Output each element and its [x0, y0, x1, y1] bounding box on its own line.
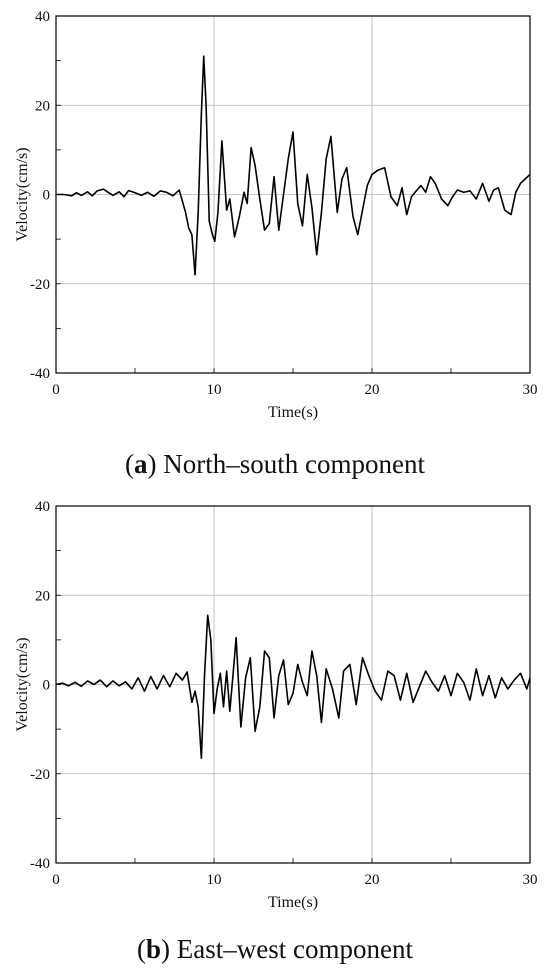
x-tick-label: 20: [365, 872, 380, 888]
x-tick-label: 10: [207, 382, 222, 398]
y-tick-label: -20: [30, 277, 50, 293]
y-tick-label: 0: [43, 678, 51, 694]
y-tick-labels: -40 -20 0 20 40: [30, 499, 50, 872]
panel-caption-text: East–west component: [177, 934, 414, 964]
x-axis-label: Time(s): [268, 404, 318, 421]
y-tick-label: -40: [30, 856, 50, 872]
plot-frame: [55, 15, 531, 374]
panel-letter: a: [134, 449, 148, 479]
y-tick-label: 40: [35, 499, 50, 515]
panel-letter: b: [146, 934, 161, 964]
panel-north-south: -40 -20 0 20 40 0 10 20 30 Velocity(cm/s) Time(…: [14, 9, 538, 479]
x-tick-labels: 0 10 20 30: [52, 872, 537, 888]
velocity-trace-east-west: [55, 614, 531, 759]
plot-frame: [55, 505, 531, 864]
x-tick-label: 0: [52, 382, 60, 398]
y-tick-label: 20: [35, 98, 50, 114]
grid-lines: [56, 506, 530, 863]
y-axis-label: Velocity(cm/s): [14, 147, 31, 241]
x-tick-label: 10: [207, 872, 222, 888]
x-tick-label: 30: [523, 872, 538, 888]
panel-caption: (a) North–south component: [125, 449, 425, 479]
velocity-trace-north-south: [56, 55, 531, 276]
panel-caption-text: North–south component: [163, 449, 425, 479]
x-tick-label: 30: [523, 382, 538, 398]
y-tick-label: -20: [30, 767, 50, 783]
panel-east-west: -40 -20 0 20 40 0 10 20 30 Velocity(cm/s) Time(…: [14, 499, 538, 964]
x-tick-label: 20: [365, 382, 380, 398]
x-axis-label: Time(s): [268, 894, 318, 911]
panel-caption: (b) East–west component: [137, 934, 413, 964]
grid-lines: [56, 16, 530, 373]
y-axis-label: Velocity(cm/s): [14, 637, 31, 731]
y-tick-label: 40: [35, 9, 50, 25]
y-tick-labels: -40 -20 0 20 40: [30, 9, 50, 382]
y-tick-label: -40: [30, 366, 50, 382]
y-tick-label: 0: [43, 188, 51, 204]
y-tick-label: 20: [35, 588, 50, 604]
x-tick-label: 0: [52, 872, 60, 888]
x-tick-labels: 0 10 20 30: [52, 382, 537, 398]
